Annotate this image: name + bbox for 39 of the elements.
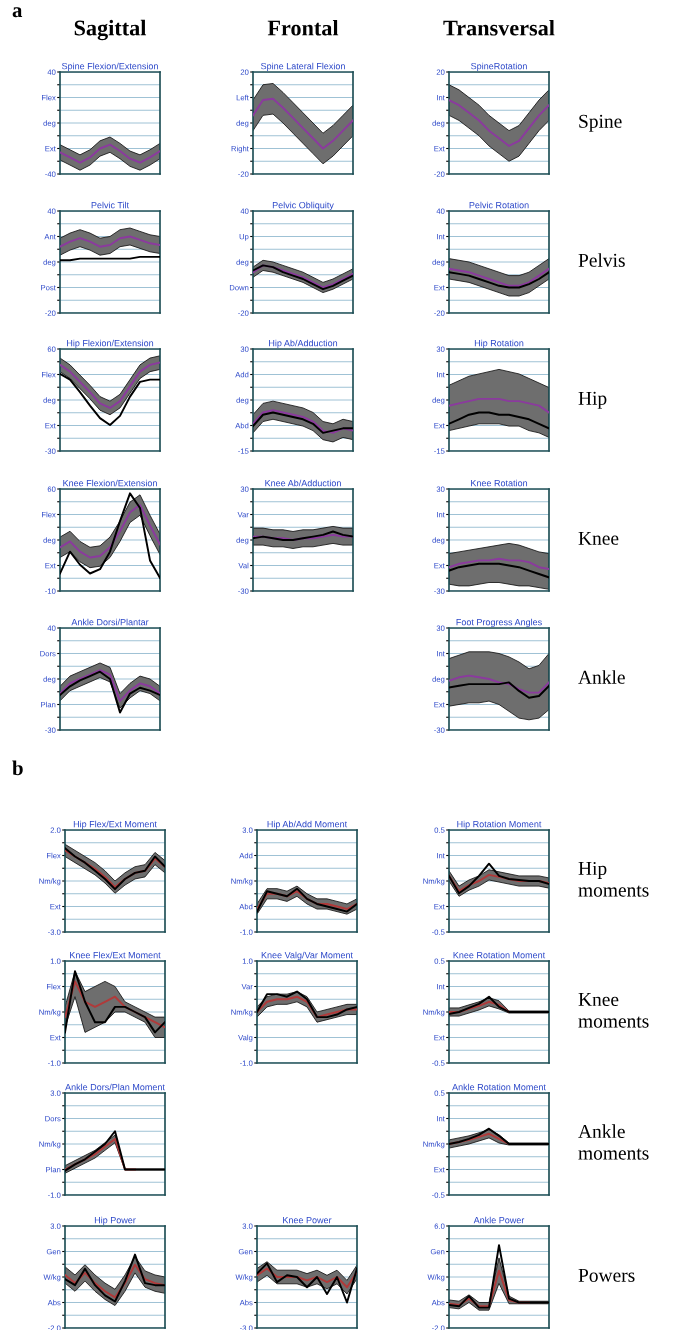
chart-title: Hip Rotation [474, 339, 524, 349]
text: Ankle [578, 670, 625, 684]
chart-title: Knee Rotation Moment [453, 951, 546, 959]
chart-title: Hip Power [94, 1216, 136, 1226]
chart-title: Ankle Dorsi/Plantar [71, 618, 149, 626]
chart-title: Hip Flex/Ext Moment [73, 820, 157, 830]
text: b [12, 760, 23, 776]
text: Sagittal [74, 19, 147, 41]
chart-title: Knee Rotation [471, 479, 528, 487]
chart-title: Hip Ab/Add Moment [267, 820, 348, 830]
chart-title: Ankle Dors/Plan Moment [65, 1083, 165, 1091]
text: Pelvis [578, 253, 625, 267]
text: Hip [578, 391, 607, 409]
text: Knee [578, 531, 619, 545]
chart-title: Pelvic Rotation [469, 201, 529, 209]
chart-title: Hip Rotation Moment [457, 820, 542, 830]
chart-title: Foot Progress Angles [456, 618, 542, 628]
text: Ankle moments [578, 1124, 649, 1160]
chart-title: Spine Flexion/Extension [61, 62, 158, 72]
chart-title: Knee Flexion/Extension [63, 479, 157, 487]
chart-title: Knee Power [283, 1217, 332, 1224]
text: Transversal [443, 19, 555, 36]
text: Powers [578, 1268, 635, 1282]
chart-title: Knee Ab/Adduction [265, 479, 341, 487]
chart-title: Spine Lateral Flexion [261, 62, 345, 72]
chart-title: Hip Flexion/Extension [67, 339, 154, 349]
chart-title: Knee Flex/Ext Moment [70, 951, 161, 959]
text: Knee moments [578, 993, 649, 1028]
chart-title: Ankle Rotation Moment [452, 1083, 546, 1091]
chart-title: Pelvic Tilt [91, 201, 129, 209]
chart-title: Pelvic Obliquity [272, 201, 334, 211]
text: Hip moments [578, 861, 649, 897]
chart-title: SpineRotation [471, 62, 527, 72]
text: Frontal [267, 19, 339, 36]
chart-title: Ankle Power [473, 1216, 525, 1224]
chart-title: Hip Ab/Adduction [269, 339, 338, 349]
chart-title: Knee Valg/Var Moment [261, 951, 353, 961]
text: Spine [579, 114, 622, 132]
text: a [12, 7, 23, 18]
